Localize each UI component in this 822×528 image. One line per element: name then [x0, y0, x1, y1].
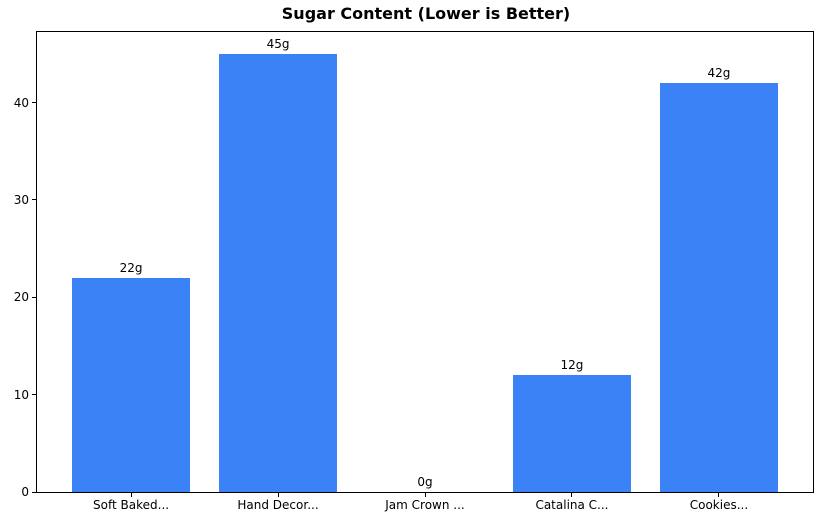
- bar-value-label: 42g: [707, 66, 731, 81]
- x-tick-mark: [424, 493, 426, 497]
- y-tick-label: 0: [21, 485, 29, 499]
- x-tick-mark: [718, 493, 720, 497]
- y-tick-mark: [32, 199, 36, 201]
- bar: [513, 375, 631, 492]
- x-tick-label: Catalina C...: [535, 498, 609, 512]
- y-tick-label: 20: [13, 290, 29, 305]
- y-tick-label: 10: [13, 387, 29, 402]
- x-tick-mark: [571, 493, 573, 497]
- x-tick-label: Hand Decor...: [237, 498, 319, 512]
- y-tick-mark: [32, 394, 36, 396]
- y-tick-mark: [32, 296, 36, 298]
- bar: [660, 83, 778, 492]
- bar: [72, 277, 190, 492]
- bar: [219, 53, 337, 492]
- x-tick-mark: [130, 493, 132, 497]
- bar-value-label: 45g: [266, 36, 290, 51]
- chart-title: Sugar Content (Lower is Better): [281, 4, 571, 23]
- y-tick-mark: [32, 491, 36, 493]
- x-tick-mark: [277, 493, 279, 497]
- x-tick-label: Soft Baked...: [93, 498, 170, 512]
- y-tick-mark: [32, 102, 36, 104]
- y-tick-label: 40: [13, 95, 29, 110]
- bar-value-label: 22g: [119, 260, 143, 275]
- bar-value-label: 0g: [417, 475, 433, 489]
- y-tick-label: 30: [13, 192, 29, 207]
- x-tick-label: Cookies...: [689, 498, 749, 512]
- x-tick-label: Jam Crown ...: [385, 498, 465, 512]
- bar-value-label: 12g: [560, 358, 584, 373]
- plot-area: [36, 31, 814, 493]
